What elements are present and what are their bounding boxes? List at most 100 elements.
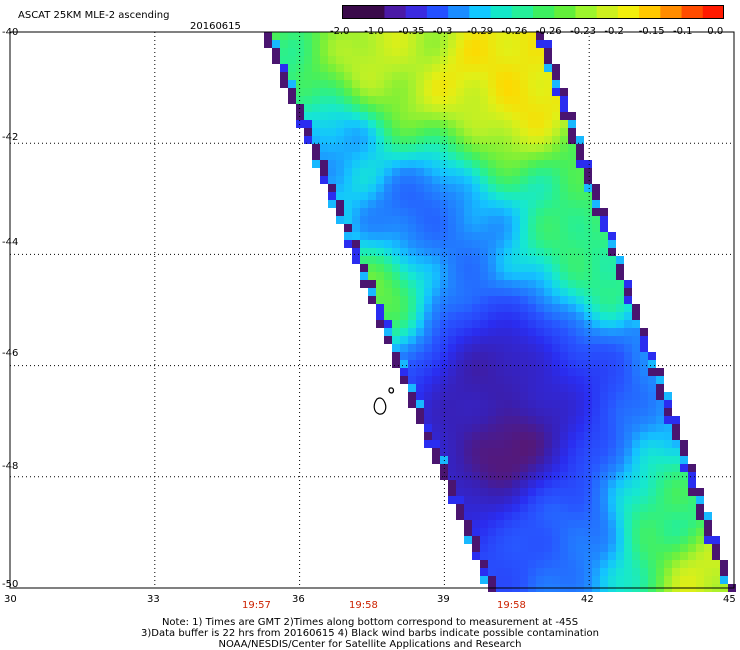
swath-cell <box>392 320 400 328</box>
swath-cell <box>496 56 504 64</box>
swath-cell <box>496 576 504 584</box>
swath-cell <box>512 448 520 456</box>
swath-cell <box>528 296 536 304</box>
swath-cell <box>624 520 632 528</box>
swath-cell <box>520 472 528 480</box>
swath-cell <box>368 280 376 288</box>
swath-cell <box>584 528 592 536</box>
swath-cell <box>344 40 352 48</box>
swath-cell <box>560 232 568 240</box>
swath-cell <box>592 360 600 368</box>
swath-cell <box>616 488 624 496</box>
swath-cell <box>424 328 432 336</box>
swath-cell <box>496 440 504 448</box>
swath-cell <box>656 408 664 416</box>
swath-cell <box>496 192 504 200</box>
swath-cell <box>360 80 368 88</box>
colorbar-label: -0.2 <box>604 26 624 37</box>
swath-cell <box>536 344 544 352</box>
swath-cell <box>584 344 592 352</box>
swath-cell <box>648 352 656 360</box>
colorbar-swatch <box>639 5 661 19</box>
swath-cell <box>480 328 488 336</box>
swath-cell <box>392 96 400 104</box>
swath-cell <box>376 184 384 192</box>
swath-cell <box>688 520 696 528</box>
swath-cell <box>352 256 360 264</box>
swath-cell <box>504 32 512 40</box>
swath-cell <box>480 400 488 408</box>
swath-cell <box>376 248 384 256</box>
swath-cell <box>520 384 528 392</box>
swath-cell <box>448 48 456 56</box>
swath-cell <box>560 520 568 528</box>
swath-cell <box>648 384 656 392</box>
swath-cell <box>552 184 560 192</box>
swath-cell <box>384 120 392 128</box>
swath-cell <box>512 136 520 144</box>
swath-cell <box>576 504 584 512</box>
swath-cell <box>560 176 568 184</box>
swath-cell <box>536 296 544 304</box>
swath-cell <box>512 392 520 400</box>
swath-cell <box>408 312 416 320</box>
swath-cell <box>624 424 632 432</box>
swath-cell <box>488 224 496 232</box>
swath-cell <box>328 192 336 200</box>
swath-cell <box>424 224 432 232</box>
x-tick-label: 39 <box>437 594 450 605</box>
swath-cell <box>392 288 400 296</box>
swath-cell <box>504 560 512 568</box>
swath-cell <box>408 392 416 400</box>
swath-cell <box>512 504 520 512</box>
swath-cell <box>672 536 680 544</box>
swath-cell <box>544 128 552 136</box>
swath-cell <box>288 40 296 48</box>
swath-cell <box>552 208 560 216</box>
swath-cell <box>344 136 352 144</box>
swath-cell <box>552 432 560 440</box>
swath-cell <box>320 144 328 152</box>
swath-cell <box>592 256 600 264</box>
swath-cell <box>496 360 504 368</box>
swath-cell <box>672 456 680 464</box>
swath-cell <box>368 48 376 56</box>
swath-cell <box>632 504 640 512</box>
swath-cell <box>528 104 536 112</box>
swath-cell <box>528 200 536 208</box>
swath-cell <box>592 544 600 552</box>
swath-cell <box>520 432 528 440</box>
swath-cell <box>584 184 592 192</box>
swath-cell <box>360 200 368 208</box>
swath-cell <box>608 552 616 560</box>
swath-cell <box>520 328 528 336</box>
swath-cell <box>512 352 520 360</box>
swath-cell <box>640 560 648 568</box>
swath-cell <box>544 312 552 320</box>
swath-cell <box>536 488 544 496</box>
swath-cell <box>352 80 360 88</box>
swath-cell <box>448 168 456 176</box>
swath-cell <box>568 536 576 544</box>
colorbar-label: -1.0 <box>364 26 384 37</box>
swath-cell <box>488 208 496 216</box>
swath-cell <box>504 144 512 152</box>
swath-cell <box>424 352 432 360</box>
swath-cell <box>632 480 640 488</box>
swath-cell <box>624 320 632 328</box>
swath-cell <box>400 208 408 216</box>
swath-cell <box>400 40 408 48</box>
swath-cell <box>480 520 488 528</box>
swath-cell <box>488 536 496 544</box>
swath-cell <box>600 296 608 304</box>
swath-cell <box>600 304 608 312</box>
swath-cell <box>584 512 592 520</box>
swath-cell <box>504 496 512 504</box>
swath-cell <box>512 264 520 272</box>
swath-cell <box>680 512 688 520</box>
swath-cell <box>592 472 600 480</box>
swath-cell <box>376 232 384 240</box>
swath-cell <box>424 256 432 264</box>
swath-cell <box>656 512 664 520</box>
swath-cell <box>504 96 512 104</box>
